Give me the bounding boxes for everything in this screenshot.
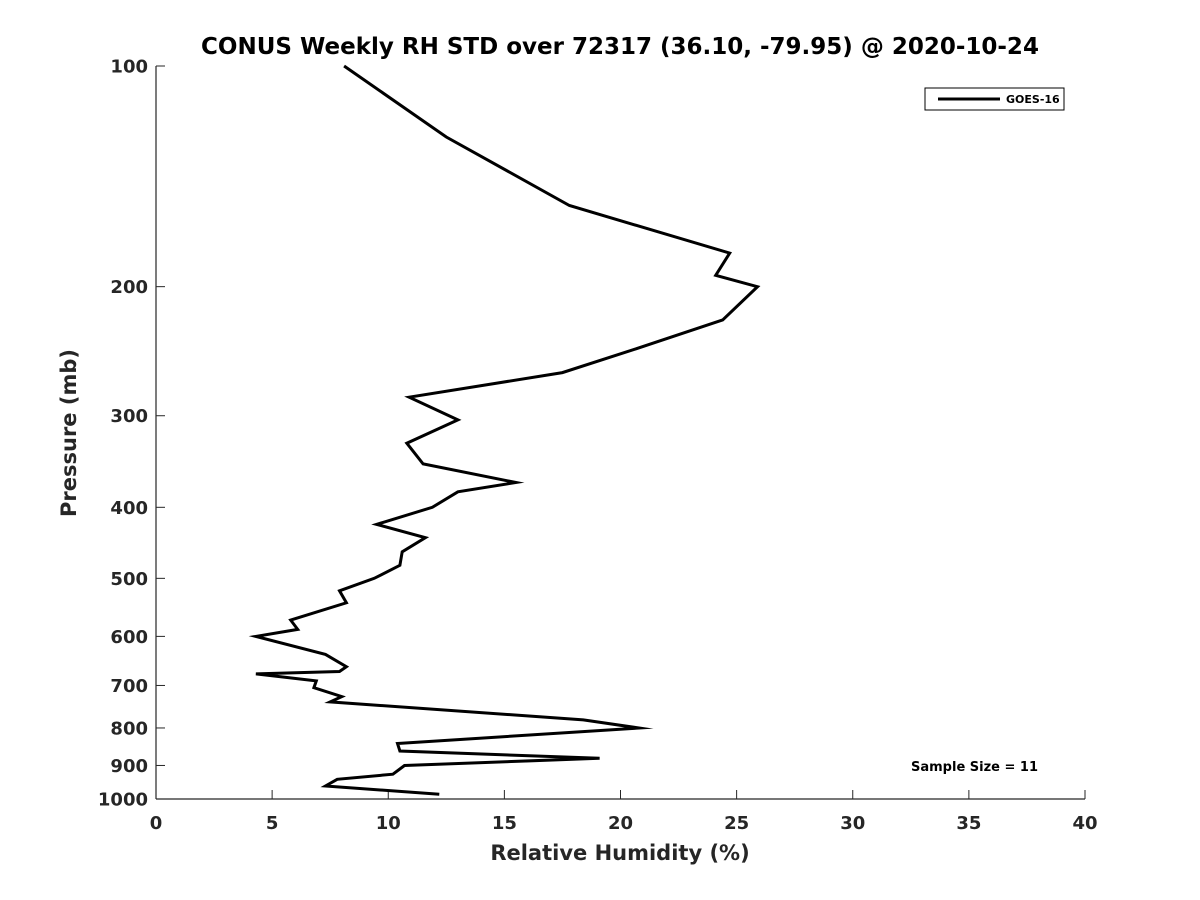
- x-tick-label: 10: [376, 813, 401, 834]
- chart-title: CONUS Weekly RH STD over 72317 (36.10, -…: [201, 34, 1039, 60]
- series-line-1: [248, 64, 761, 796]
- x-tick-label: 25: [724, 813, 749, 834]
- y-tick-label: 500: [110, 569, 148, 590]
- y-axis-label: Pressure (mb): [57, 349, 81, 517]
- y-tick-label: 1000: [98, 790, 148, 811]
- y-tick-label: 800: [110, 718, 148, 739]
- series-layer: [248, 64, 761, 796]
- y-tick-label: 400: [110, 498, 148, 519]
- x-tick-label: 30: [840, 813, 865, 834]
- y-axis: 100 200 300 400 500 600 700 800 900 1000: [98, 57, 165, 811]
- y-tick-label: 100: [110, 57, 148, 78]
- x-tick-label: 5: [266, 813, 279, 834]
- legend: GOES-16: [924, 87, 1065, 111]
- y-tick-label: 300: [110, 406, 148, 427]
- y-tick-label: 900: [110, 756, 148, 777]
- x-tick-label: 15: [492, 813, 517, 834]
- x-axis-label: Relative Humidity (%): [490, 841, 749, 865]
- y-tick-label: 200: [110, 277, 148, 298]
- x-tick-label: 40: [1072, 813, 1097, 834]
- legend-label: GOES-16: [1006, 93, 1060, 106]
- sample-size-annotation: Sample Size = 11: [911, 760, 1038, 775]
- y-tick-label: 700: [110, 676, 148, 697]
- x-tick-label: 20: [608, 813, 633, 834]
- x-axis: 0 5 10 15 20 25 30 35 40: [150, 790, 1098, 834]
- x-tick-label: 0: [150, 813, 163, 834]
- plot-area: [155, 66, 1085, 800]
- y-tick-label: 600: [110, 627, 148, 648]
- x-tick-label: 35: [956, 813, 981, 834]
